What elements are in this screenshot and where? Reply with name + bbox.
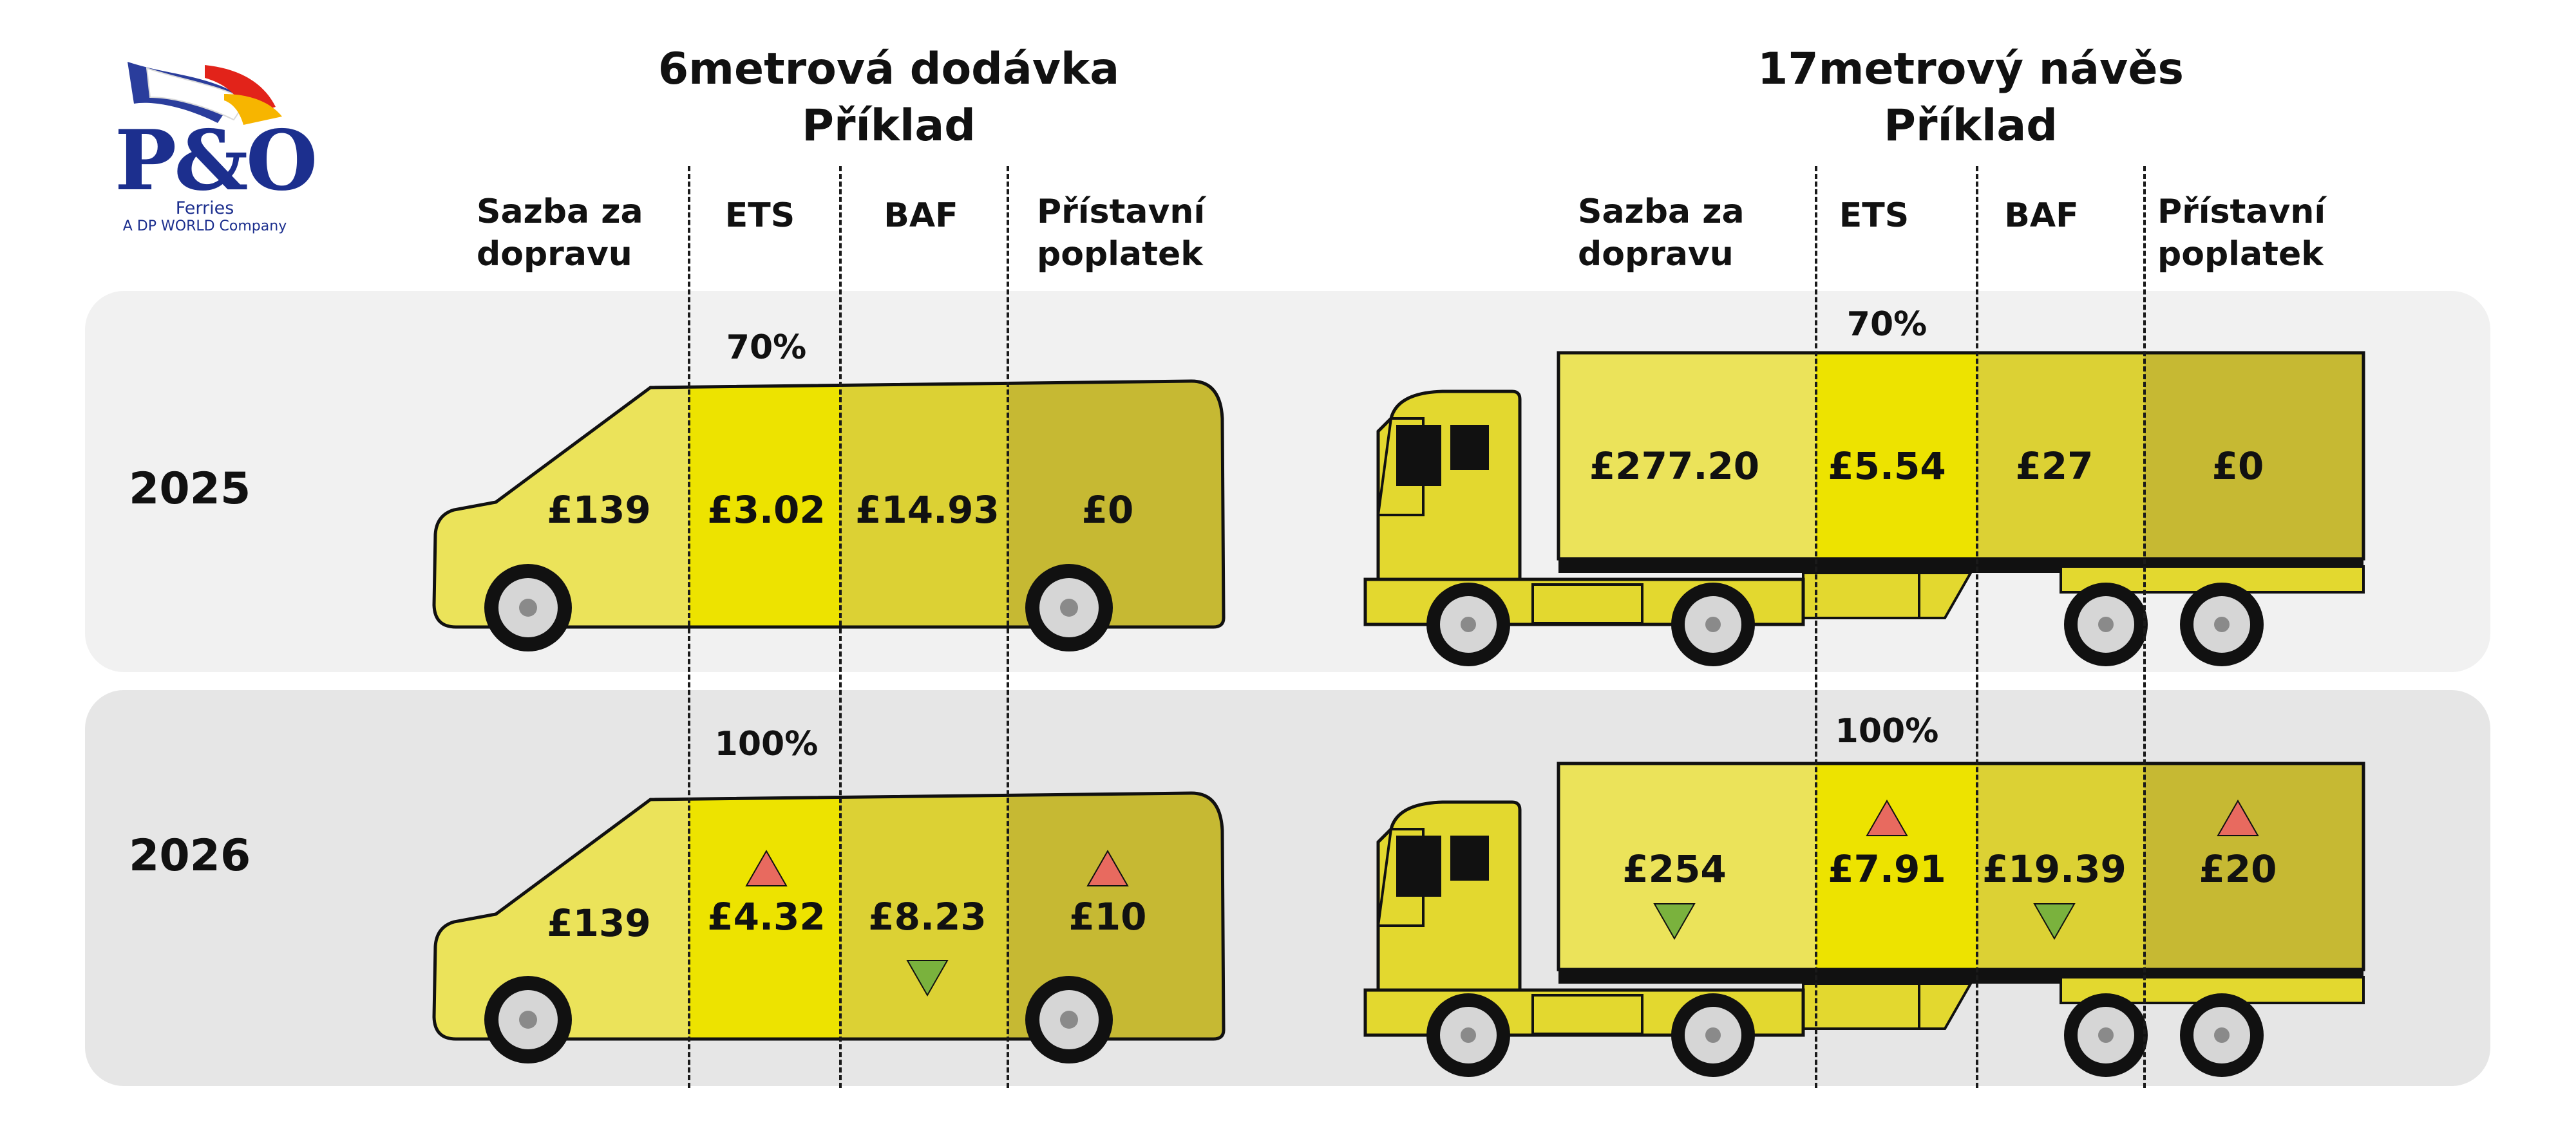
van-divider-ets bbox=[688, 166, 690, 1088]
truck-col-baf: BAF bbox=[2004, 196, 2079, 235]
arrow-down-icon bbox=[906, 959, 949, 997]
van-2026-rate: £139 bbox=[547, 901, 651, 945]
truck-col-port: Přístavní poplatek bbox=[2157, 192, 2326, 274]
truck-2026-rate: £254 bbox=[1622, 847, 1727, 891]
arrow-up-icon bbox=[2217, 800, 2259, 837]
van-2025-port: £0 bbox=[1081, 488, 1134, 532]
van-2026-port: £10 bbox=[1068, 895, 1147, 939]
truck-2025-port: £0 bbox=[2211, 444, 2264, 488]
truck-2026-ets: £7.91 bbox=[1828, 847, 1946, 891]
truck-col-ets: ETS bbox=[1839, 196, 1909, 235]
year-2026: 2026 bbox=[129, 830, 251, 881]
van-icon bbox=[432, 379, 1226, 651]
van-col-baf: BAF bbox=[884, 196, 958, 235]
truck-2026-port: £20 bbox=[2199, 847, 2277, 891]
van-icon bbox=[432, 791, 1226, 1063]
articulated-truck-icon bbox=[1363, 351, 2365, 666]
van-2025-rate: £139 bbox=[547, 488, 651, 532]
logo-sub: Ferries bbox=[175, 198, 234, 218]
arrow-up-icon bbox=[1086, 850, 1129, 887]
arrow-down-icon bbox=[2033, 903, 2076, 940]
truck-2025-rate: £277.20 bbox=[1589, 444, 1760, 488]
truck-col-rate: Sazba za dopravu bbox=[1578, 192, 1745, 274]
arrow-up-icon bbox=[745, 850, 788, 887]
arrow-up-icon bbox=[1866, 800, 1908, 837]
logo-mark: P&O bbox=[115, 113, 317, 209]
truck-2026-baf: £19.39 bbox=[1982, 847, 2126, 891]
van-2025-ets-percent: 70% bbox=[726, 328, 807, 367]
van-title: 6metrová dodávka Příklad bbox=[658, 44, 1120, 151]
truck-divider-ets bbox=[1815, 166, 1817, 1088]
van-2025-baf: £14.93 bbox=[855, 488, 999, 532]
truck-2026-ets-percent: 100% bbox=[1835, 712, 1939, 751]
truck-divider-port bbox=[2143, 166, 2146, 1088]
van-2026-ets: £4.32 bbox=[707, 895, 826, 939]
van-2026-ets-percent: 100% bbox=[714, 725, 819, 763]
po-ferries-logo: P&O Ferries A DP WORLD Company bbox=[108, 55, 317, 236]
truck-2025-baf: £27 bbox=[2015, 444, 2094, 488]
van-divider-baf bbox=[839, 166, 842, 1088]
truck-divider-baf bbox=[1976, 166, 1978, 1088]
van-col-ets: ETS bbox=[724, 196, 795, 235]
logo-tagline: A DP WORLD Company bbox=[122, 218, 287, 234]
arrow-down-icon bbox=[1653, 903, 1696, 940]
truck-title: 17metrový návěs Příklad bbox=[1757, 44, 2184, 151]
flag-icon bbox=[128, 62, 282, 125]
van-2025-ets: £3.02 bbox=[707, 488, 826, 532]
articulated-truck-icon bbox=[1363, 762, 2365, 1077]
van-col-port: Přístavní poplatek bbox=[1037, 192, 1206, 274]
van-2026-baf: £8.23 bbox=[868, 895, 987, 939]
truck-2025-ets: £5.54 bbox=[1828, 444, 1946, 488]
van-divider-port bbox=[1007, 166, 1009, 1088]
truck-2025-ets-percent: 70% bbox=[1846, 305, 1927, 344]
year-2025: 2025 bbox=[129, 464, 251, 514]
van-col-rate: Sazba za dopravu bbox=[477, 192, 643, 274]
